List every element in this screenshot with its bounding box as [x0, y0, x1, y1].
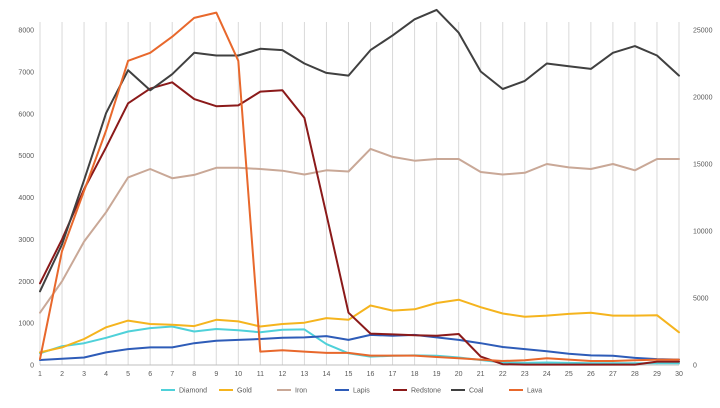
x-tick-label: 13	[301, 371, 309, 378]
series-line-coal	[39, 8, 680, 293]
x-tick-label: 24	[543, 371, 551, 378]
x-tick-label: 8	[192, 371, 196, 378]
left-y-tick-label: 6000	[18, 111, 34, 118]
x-tick-label: 23	[521, 371, 529, 378]
left-y-tick-label: 5000	[18, 153, 34, 160]
x-tick-label: 7	[170, 371, 174, 378]
left-y-tick-label: 8000	[18, 28, 34, 35]
x-axis: 1 2 3 4 5 6 7 8 9 10 11 12 13 14 15 16 17 18 19 20 21 22 23 24 2…	[38, 371, 683, 378]
series-line-gold	[39, 298, 680, 354]
x-tick-label: 14	[323, 371, 331, 378]
series-line-lapis	[39, 333, 680, 361]
right-y-tick-label: 0	[693, 363, 697, 370]
legend: Diamond Gold Iron Lapis Redstone Coal Lava	[161, 388, 542, 395]
x-tick-label: 2	[60, 371, 64, 378]
x-tick-label: 20	[455, 371, 463, 378]
series-line-iron	[39, 147, 680, 314]
x-tick-label: 15	[345, 371, 353, 378]
right-y-tick-label: 15000	[693, 162, 713, 169]
x-tick-label: 11	[257, 371, 264, 378]
x-tick-label: 17	[389, 371, 397, 378]
x-tick-label: 10	[234, 371, 242, 378]
series-line-lava	[39, 11, 680, 362]
right-y-tick-label: 5000	[693, 296, 709, 303]
series-line-redstone	[39, 81, 680, 366]
x-tick-label: 28	[631, 371, 639, 378]
series-lines	[39, 8, 680, 366]
legend-label-diamond: Diamond	[179, 388, 207, 395]
x-tick-label: 29	[653, 371, 661, 378]
left-y-tick-label: 3000	[18, 237, 34, 244]
left-y-tick-label: 4000	[18, 195, 34, 202]
x-tick-label: 9	[214, 371, 218, 378]
x-tick-label: 5	[126, 371, 130, 378]
left-y-tick-label: 1000	[18, 321, 34, 328]
x-tick-label: 18	[411, 371, 419, 378]
left-y-axis: 0 1000 2000 3000 4000 5000 6000 7000 8000	[18, 28, 34, 370]
legend-label-gold: Gold	[237, 388, 252, 395]
x-tick-label: 19	[433, 371, 441, 378]
right-y-tick-label: 25000	[693, 28, 713, 35]
x-tick-label: 16	[367, 371, 375, 378]
legend-label-coal: Coal	[469, 388, 484, 395]
right-y-tick-label: 20000	[693, 95, 713, 102]
right-y-axis: 0 5000 10000 15000 20000 25000	[693, 28, 713, 370]
left-y-tick-label: 2000	[18, 279, 34, 286]
left-y-tick-label: 0	[30, 363, 34, 370]
x-tick-label: 4	[104, 371, 108, 378]
gridlines	[39, 22, 680, 366]
x-tick-label: 6	[148, 371, 152, 378]
x-tick-label: 12	[278, 371, 286, 378]
x-tick-label: 21	[477, 371, 485, 378]
legend-label-iron: Iron	[295, 388, 307, 395]
left-y-tick-label: 7000	[18, 69, 34, 76]
x-tick-label: 30	[675, 371, 683, 378]
x-tick-label: 1	[38, 371, 42, 378]
x-tick-label: 26	[587, 371, 595, 378]
x-tick-label: 25	[565, 371, 573, 378]
series-line-diamond	[39, 325, 680, 365]
legend-label-lava: Lava	[527, 388, 542, 395]
right-y-tick-label: 10000	[693, 229, 713, 236]
x-tick-label: 27	[609, 371, 617, 378]
x-tick-label: 3	[82, 371, 86, 378]
x-tick-label: 22	[499, 371, 507, 378]
legend-label-lapis: Lapis	[353, 388, 370, 395]
legend-label-redstone: Redstone	[411, 388, 441, 395]
